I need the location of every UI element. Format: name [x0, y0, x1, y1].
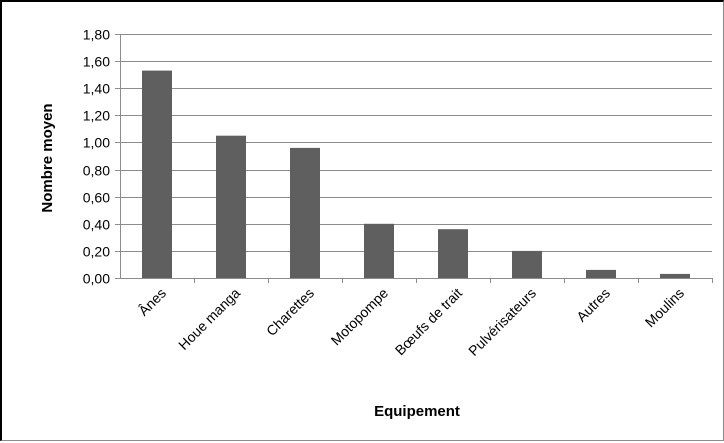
bar [586, 269, 616, 278]
bar [512, 250, 542, 278]
bar [438, 229, 468, 278]
x-tick-labels: Ânes Houe manga Charettes Motopompe Bœufs de… [135, 285, 687, 359]
axes [120, 34, 712, 279]
y-tick-label: 1,80 [83, 27, 110, 43]
bar [142, 70, 172, 278]
y-tick-label: 0,60 [83, 190, 110, 206]
bar [290, 147, 320, 278]
x-tick-label: Ânes [135, 285, 169, 319]
x-tick-label: Houe manga [175, 285, 243, 353]
y-tick-labels: 0,00 0,20 0,40 0,60 0,80 1,00 1,20 1,40 1,60 1,80 [83, 27, 110, 287]
y-tick-label: 0,40 [83, 217, 110, 233]
bar [216, 135, 246, 278]
x-tick-label: Charettes [263, 285, 317, 339]
x-tick-label: Pulvérisateurs [465, 285, 539, 359]
y-tick-label: 0,80 [83, 163, 110, 179]
x-tick-label: Autres [573, 285, 613, 325]
bar [364, 223, 394, 278]
y-axis-title: Nombre moyen [39, 103, 56, 212]
y-tick-label: 1,60 [83, 54, 110, 70]
y-tick-label: 0,00 [83, 271, 110, 287]
gridlines [115, 34, 712, 279]
x-tick-label: Motopompe [328, 285, 392, 349]
y-tick-label: 1,20 [83, 108, 110, 124]
bars [142, 70, 713, 283]
y-tick-label: 1,00 [83, 135, 110, 151]
y-tick-label: 0,20 [83, 244, 110, 260]
bar [660, 273, 690, 278]
x-tick-label: Moulins [642, 285, 687, 330]
x-tick-label: Bœufs de trait [392, 285, 466, 359]
x-axis-title: Equipement [374, 403, 460, 420]
y-tick-label: 1,40 [83, 81, 110, 97]
